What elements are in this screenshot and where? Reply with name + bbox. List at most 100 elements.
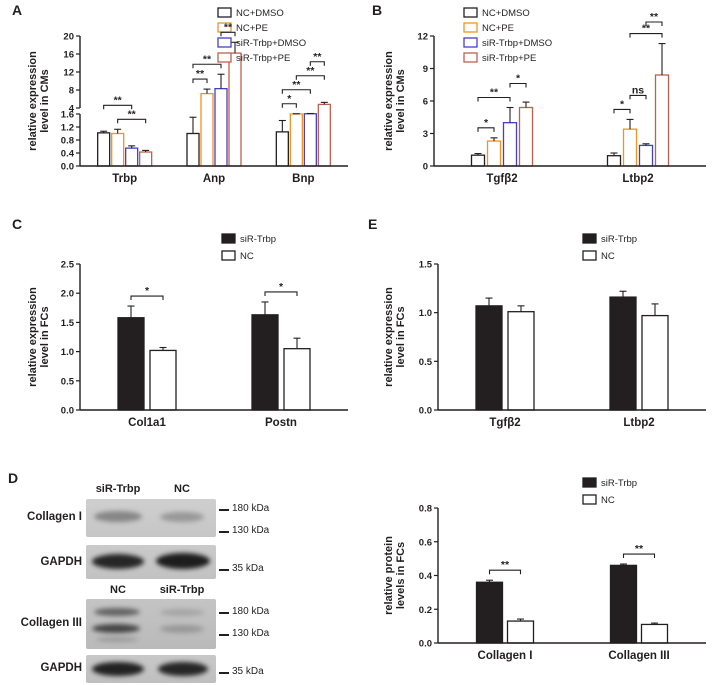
collagen3-band3-lane1	[96, 637, 138, 642]
marker-dash-130-set1	[219, 531, 229, 533]
bar-siR-Trbp+PE-Bnp	[317, 103, 331, 167]
y-tick-label: 0.2	[419, 605, 432, 616]
gapdh2-blot	[86, 655, 216, 683]
sig-label: **	[650, 11, 659, 23]
legend-label: siR-Trbp+PE	[482, 53, 536, 64]
legend-swatch	[217, 52, 232, 63]
marker-dash-35-set1	[219, 569, 229, 571]
sig-label: ns	[632, 84, 644, 96]
sig-label: *	[484, 117, 489, 129]
y-tick-label: 4	[69, 104, 75, 115]
y-axis-label: relative expression	[27, 287, 39, 387]
sig-bracket	[477, 127, 495, 132]
lane-label-nc: NC	[174, 483, 190, 495]
x-category-label: Ltbp2	[623, 417, 654, 429]
y-tick-label: 1.5	[61, 318, 75, 329]
bar-NC-Postn	[283, 348, 311, 411]
sig-bracket	[629, 94, 647, 100]
y-tick-label: 1.2	[61, 123, 74, 134]
y-tick-label: 0.6	[419, 537, 432, 548]
y-tick-label: 8	[69, 86, 74, 97]
x-category-label: Ltbp2	[622, 173, 653, 185]
y-tick-label: 0.0	[419, 639, 432, 650]
legend-label: siR-Trbp	[240, 234, 276, 245]
bar-NC+DMSO-Trbp	[97, 132, 111, 167]
marker-35-set1: 35 kDa	[232, 563, 264, 574]
sig-bracket	[192, 63, 222, 69]
legend-swatch	[463, 7, 478, 18]
x-category-label: Trbp	[112, 173, 137, 185]
sig-bracket	[613, 108, 631, 114]
sig-bracket	[488, 569, 522, 575]
y-axis-label: level in FCs	[39, 306, 51, 367]
x-category-label: Postn	[265, 417, 297, 429]
marker-dash-180-set2	[219, 612, 229, 614]
sig-label: *	[620, 98, 625, 110]
collagen3-band1-lane1	[94, 608, 140, 616]
panel-label-d: D	[8, 470, 19, 486]
y-tick-label: 9	[423, 64, 428, 75]
y-tick-label: 2.0	[61, 289, 74, 300]
bar-siR-Trbp-Tgfβ2	[475, 305, 503, 411]
legend-swatch	[463, 22, 478, 33]
sig-label: **	[642, 23, 651, 35]
blot-row-label-collagen1: Collagen I	[27, 511, 82, 523]
legend-swatch	[221, 233, 236, 244]
sig-bracket	[130, 295, 164, 301]
sig-label: **	[224, 21, 233, 33]
collagen3-blot	[86, 599, 216, 649]
legend-label: siR-Trbp+DMSO	[236, 38, 306, 49]
sig-label: **	[128, 108, 137, 120]
y-axis-label: levels in FCs	[395, 542, 407, 609]
y-tick-label: 0.8	[61, 136, 74, 147]
legend-label: NC+PE	[482, 23, 514, 34]
blot-row-label-collagen3: Collagen III	[20, 617, 82, 629]
bar-siR-Trbp-Collagen III	[609, 564, 638, 644]
y-axis-label: relative expression	[383, 287, 395, 387]
bar-siR-Trbp+DMSO-Trbp	[125, 147, 139, 167]
legend-swatch	[463, 37, 478, 48]
bar-NC+DMSO-Anp	[186, 132, 200, 167]
bar-NC-Collagen III	[640, 623, 669, 644]
sig-label: **	[203, 53, 212, 65]
sig-bracket	[645, 21, 663, 26]
sig-bracket	[622, 553, 656, 559]
legend-label: NC	[601, 251, 615, 262]
sig-label: **	[313, 51, 322, 63]
bar-siR-Trbp+DMSO-Anp	[214, 88, 228, 167]
sig-label: **	[292, 79, 301, 91]
panel-a-chart: 0.0 0.4 0.8 1.2 1.64 8 12 16 20 relative expressi…	[27, 7, 348, 185]
legend-swatch	[463, 52, 478, 63]
x-category-label: Collagen I	[478, 650, 533, 662]
gapdh1-band-lane1	[92, 554, 144, 569]
y-tick-label: 1.5	[419, 260, 433, 271]
sig-label: *	[516, 73, 521, 85]
blot-row-label-gapdh1: GAPDH	[40, 556, 82, 568]
gapdh2-band-lane1	[92, 662, 144, 676]
sig-label: *	[145, 285, 150, 297]
sig-label: **	[501, 559, 510, 571]
sig-bracket	[309, 61, 325, 66]
x-category-label: Bnp	[292, 173, 314, 185]
sig-bracket	[117, 118, 147, 124]
panel-e-chart: 0.0 0.5 1.0 1.5 relative expression level in …	[383, 233, 706, 429]
y-tick-label: 1.0	[419, 308, 432, 319]
sig-bracket	[264, 291, 298, 296]
bar-siR-Trbp+PE-Trbp	[139, 151, 153, 167]
sig-bracket	[192, 78, 208, 84]
bar-NC+PE-Ltbp2	[622, 128, 638, 167]
marker-dash-35-set2	[219, 672, 229, 674]
bar-siR-Trbp-Ltbp2	[609, 296, 637, 411]
y-tick-label: 2.5	[61, 260, 75, 271]
sig-label: **	[306, 65, 315, 77]
bar-NC+DMSO-Bnp	[275, 131, 289, 167]
bar-NC-Ltbp2	[641, 314, 669, 411]
collagen3-band1-lane2	[160, 609, 204, 616]
sig-bracket	[103, 104, 133, 110]
sig-label: **	[196, 68, 205, 80]
y-tick-label: 0.0	[61, 162, 74, 173]
sig-bracket	[477, 96, 511, 102]
panel-label-c: C	[12, 216, 23, 232]
bar-NC+DMSO-Ltbp2	[606, 155, 622, 167]
lane-label-nc-2: NC	[110, 584, 126, 596]
